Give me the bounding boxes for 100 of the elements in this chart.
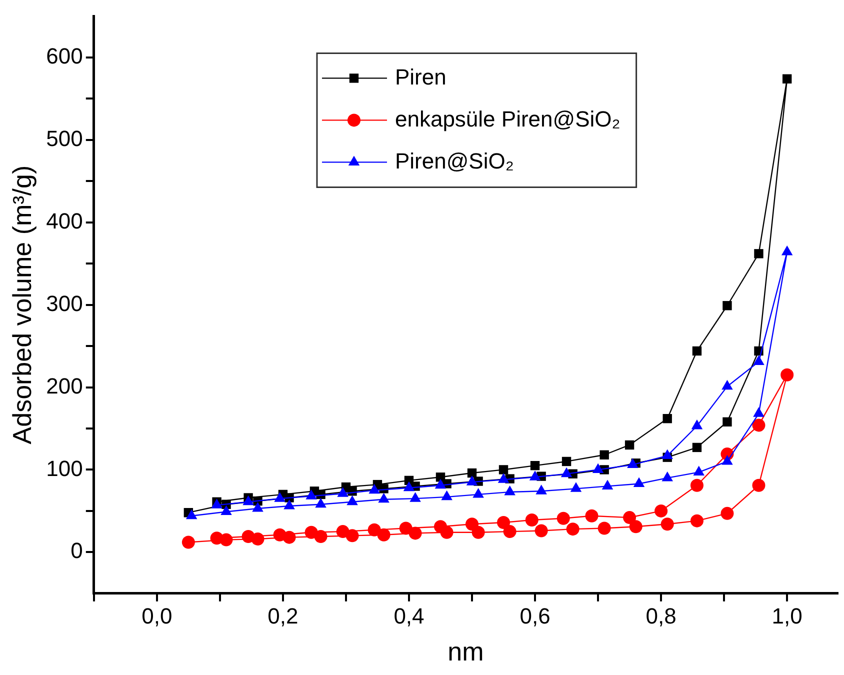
point <box>504 485 516 496</box>
point <box>503 525 516 538</box>
point <box>722 380 733 390</box>
x-tick-label: 0,4 <box>394 604 424 629</box>
legend-label: Piren <box>394 64 446 90</box>
point <box>720 506 734 520</box>
point <box>722 301 732 310</box>
point <box>530 460 540 470</box>
point <box>220 505 232 516</box>
point <box>570 482 582 492</box>
x-tick-label: 1,0 <box>772 604 802 629</box>
point <box>692 442 702 452</box>
point <box>690 514 704 528</box>
point <box>693 466 704 476</box>
point <box>629 520 642 534</box>
point <box>560 467 572 478</box>
point <box>529 470 541 480</box>
point <box>662 414 672 424</box>
point <box>662 449 673 459</box>
point <box>315 498 326 508</box>
point <box>377 528 390 542</box>
point <box>660 518 674 531</box>
y-tick-label: 100 <box>46 456 83 481</box>
point <box>472 526 485 539</box>
point <box>536 484 547 494</box>
point <box>210 532 224 545</box>
point <box>346 529 359 542</box>
x-tick-label: 0,6 <box>520 604 550 629</box>
point <box>186 509 198 520</box>
point <box>722 417 732 426</box>
point <box>410 492 421 502</box>
point <box>466 476 478 486</box>
y-tick-label: 600 <box>46 43 83 68</box>
point <box>497 516 510 529</box>
point <box>525 514 538 527</box>
point <box>753 407 764 417</box>
point <box>662 471 673 482</box>
point <box>242 495 254 506</box>
legend-label: enkapsüle Piren@SiO₂ <box>394 106 620 132</box>
point <box>304 526 318 539</box>
y-tick-label: 300 <box>46 290 83 316</box>
point <box>585 509 598 522</box>
point <box>752 478 766 492</box>
point <box>498 473 510 483</box>
point <box>441 490 452 500</box>
point <box>368 523 381 536</box>
point <box>722 454 733 465</box>
point <box>781 246 793 256</box>
point <box>434 520 447 534</box>
legend-label: Piren@SiO₂ <box>394 148 514 174</box>
point <box>274 492 286 502</box>
point <box>408 526 422 540</box>
point <box>754 249 764 258</box>
point <box>436 472 446 482</box>
point <box>346 495 358 506</box>
point <box>562 456 572 466</box>
point <box>467 468 477 478</box>
point <box>403 481 415 492</box>
point <box>242 530 255 544</box>
point <box>623 511 636 524</box>
x-axis-title: nm <box>448 636 484 667</box>
point <box>273 528 286 542</box>
point <box>566 522 580 536</box>
point <box>306 490 317 500</box>
point <box>378 492 390 503</box>
point <box>633 477 645 487</box>
point <box>556 512 570 525</box>
point <box>399 522 412 535</box>
point <box>600 450 609 460</box>
point <box>753 355 764 365</box>
point <box>498 465 508 474</box>
point <box>627 458 638 468</box>
y-tick-label: 200 <box>46 373 83 398</box>
point <box>337 487 348 497</box>
y-tick-label: 500 <box>46 126 83 151</box>
point <box>434 478 446 489</box>
point <box>692 346 702 356</box>
x-tick-label: 0,0 <box>142 604 172 629</box>
point <box>654 504 668 518</box>
point <box>782 74 792 84</box>
point <box>466 518 479 531</box>
y-axis-title: Adsorbed volume (m³/g) <box>6 165 37 444</box>
point <box>182 536 195 549</box>
point <box>534 524 548 538</box>
y-tick-label: 0 <box>70 538 83 564</box>
point <box>752 418 766 432</box>
point <box>690 478 704 492</box>
point <box>472 488 484 498</box>
point <box>336 525 350 538</box>
point <box>284 499 295 510</box>
x-tick-label: 0,8 <box>646 604 676 629</box>
x-tick-label: 0,2 <box>268 604 298 629</box>
y-tick-label: 400 <box>46 208 83 234</box>
point <box>691 420 703 430</box>
point <box>598 522 611 535</box>
point <box>624 440 634 450</box>
point <box>592 463 604 473</box>
point <box>368 484 380 494</box>
point <box>252 502 264 512</box>
point <box>602 480 614 490</box>
